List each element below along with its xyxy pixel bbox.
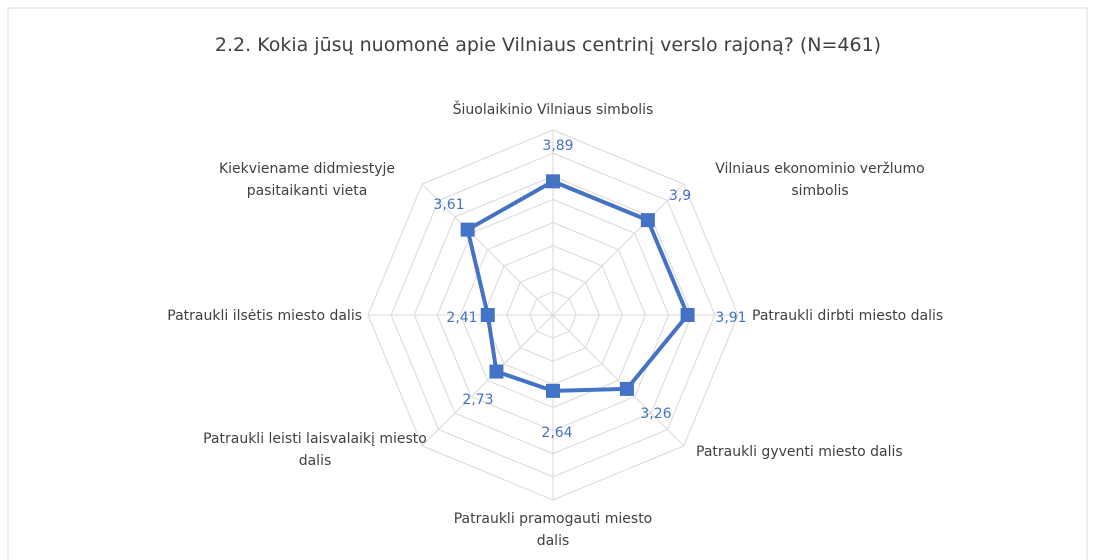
marker — [619, 381, 634, 396]
value-label: 2,73 — [462, 392, 493, 408]
category-label: Patraukli leisti laisvalaikį miesto dali… — [203, 431, 427, 469]
category-label: Vilniaus ekonominio veržlumo simbolis — [715, 161, 925, 199]
value-label: 3,91 — [715, 310, 746, 326]
category-label: Šiuolaikinio Vilniaus simbolis — [452, 102, 654, 118]
chart-title: 2.2. Kokia jūsų nuomonė apie Vilniaus ce… — [214, 34, 882, 56]
value-label: 2,41 — [446, 310, 477, 326]
spoke — [552, 314, 685, 447]
marker — [460, 222, 475, 237]
marker — [546, 383, 560, 398]
marker — [640, 213, 655, 228]
marker — [480, 308, 495, 322]
value-label: 3,89 — [542, 138, 573, 154]
value-label: 3,26 — [640, 406, 671, 422]
category-label: Patraukli gyventi miesto dalis — [696, 444, 903, 460]
frame — [7, 7, 1088, 560]
spoke — [552, 183, 685, 316]
value-label: 2,64 — [541, 425, 572, 441]
marker — [546, 174, 560, 189]
marker — [680, 308, 695, 322]
category-label: Patraukli ilsėtis miesto dalis — [167, 308, 362, 324]
value-label: 3,61 — [433, 197, 464, 213]
category-label: Patraukli pramogauti miesto dalis — [453, 511, 653, 549]
marker — [489, 364, 504, 379]
category-label: Patraukli dirbti miesto dalis — [752, 308, 944, 324]
category-label: Kiekviename didmiestyje pasitaikanti vie… — [218, 161, 396, 199]
spoke — [421, 183, 554, 316]
value-label: 3,9 — [669, 188, 691, 204]
spoke — [421, 314, 554, 447]
